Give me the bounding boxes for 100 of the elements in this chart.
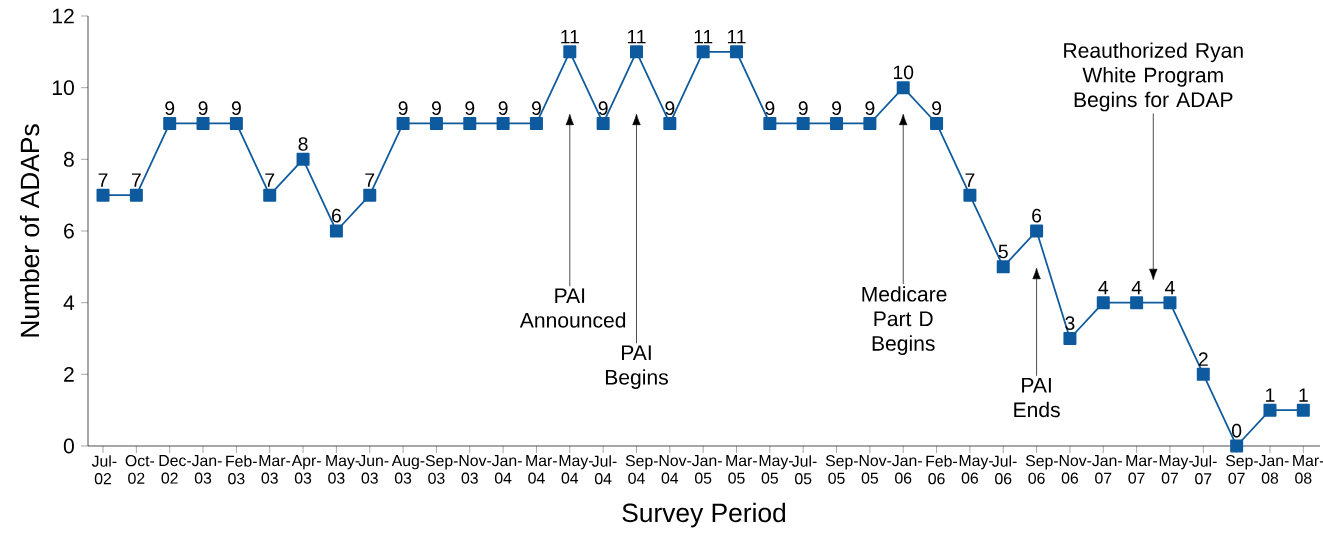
- y-tick-label: 4: [63, 295, 75, 310]
- data-label: 9: [598, 101, 608, 115]
- point: [663, 116, 677, 130]
- y-tick-label: 10: [52, 80, 74, 95]
- point: [863, 116, 877, 130]
- data-label: 8: [298, 137, 308, 151]
- x-tick-label: Nov-05: [859, 455, 892, 484]
- point: [763, 116, 777, 130]
- data-label: 7: [98, 173, 108, 187]
- y-tick-label: 6: [64, 223, 74, 239]
- x-tick-label: Sep-07: [1225, 455, 1258, 484]
- point: [1296, 403, 1310, 417]
- x-tick-label: Feb-03: [226, 455, 257, 485]
- data-label: 9: [465, 101, 475, 115]
- data-label: 11: [694, 29, 713, 44]
- x-tick-label: Mar-08: [1293, 455, 1323, 484]
- point: [596, 116, 610, 130]
- annotation: PAI Begins: [605, 345, 668, 389]
- point: [896, 81, 910, 95]
- data-label: 0: [1232, 423, 1242, 438]
- data-label: 5: [998, 244, 1008, 259]
- point: [363, 188, 377, 202]
- point: [1096, 296, 1110, 310]
- data-label: 11: [627, 29, 646, 44]
- point: [996, 260, 1010, 274]
- data-label: 9: [865, 101, 875, 115]
- x-tick-label: May-05: [759, 455, 793, 484]
- data-label: 9: [665, 101, 675, 115]
- point: [429, 116, 443, 130]
- x-tick-label: Jul-07: [1192, 455, 1217, 485]
- point: [1063, 331, 1077, 345]
- x-tick-label: Sep-06: [1025, 455, 1058, 484]
- data-label: 2: [1198, 352, 1208, 366]
- point: [1230, 439, 1244, 453]
- point: [1130, 296, 1144, 310]
- x-tick-label: Sep-03: [425, 455, 458, 484]
- annotation: PAI Ends: [1014, 377, 1060, 418]
- data-label: 9: [531, 101, 541, 115]
- point: [496, 116, 510, 130]
- data-label: 6: [332, 208, 341, 223]
- data-label: 11: [561, 29, 579, 44]
- point: [563, 45, 577, 59]
- data-label: 4: [1165, 280, 1175, 295]
- x-tick-label: Nov-06: [1059, 455, 1092, 484]
- x-tick-label: Jan-06: [892, 455, 922, 484]
- data-label: 9: [932, 101, 942, 115]
- x-tick-label: Oct-02: [125, 455, 155, 484]
- point: [1196, 367, 1210, 381]
- y-tick-label: 8: [63, 151, 74, 167]
- data-label: 9: [165, 101, 175, 115]
- data-label: 1: [1266, 388, 1275, 402]
- point: [730, 45, 744, 59]
- x-tick-label: Feb-06: [926, 455, 957, 485]
- point: [796, 116, 810, 130]
- data-label: 10: [893, 65, 914, 80]
- x-tick-label: Jan-03: [191, 455, 222, 484]
- x-tick-label: May-07: [1159, 455, 1193, 484]
- point: [196, 116, 210, 130]
- data-label: 9: [498, 101, 508, 115]
- point: [163, 116, 177, 130]
- data-label: 6: [1032, 208, 1042, 223]
- point: [529, 116, 543, 130]
- x-tick-label: Jan-04: [491, 455, 522, 484]
- x-tick-label: Mar-07: [1126, 455, 1157, 484]
- data-label: 9: [398, 101, 408, 115]
- point: [1263, 403, 1277, 417]
- point: [263, 188, 277, 202]
- annotation: PAI Announced: [519, 288, 626, 328]
- y-tick-label: 0: [63, 438, 74, 454]
- x-axis-title: Survey Period: [622, 502, 786, 528]
- x-tick-label: Jan-07: [1092, 455, 1122, 484]
- x-tick-label: Jan-08: [1258, 455, 1289, 484]
- data-label: 9: [798, 101, 808, 115]
- point: [229, 116, 243, 130]
- point: [396, 116, 410, 130]
- point: [696, 45, 710, 59]
- data-label: 7: [265, 173, 275, 187]
- point: [1163, 296, 1177, 310]
- data-label: 4: [1131, 280, 1142, 295]
- x-tick-label: Jul-06: [992, 455, 1017, 485]
- x-tick-label: Jul-02: [91, 455, 117, 485]
- point: [296, 152, 310, 166]
- x-tick-label: May-06: [959, 455, 993, 484]
- y-tick-label: 12: [52, 8, 74, 24]
- y-tick-label: 2: [64, 366, 74, 382]
- x-tick-label: Mar-05: [726, 455, 757, 484]
- x-tick-label: May-03: [326, 455, 360, 484]
- data-label: 9: [231, 101, 241, 115]
- x-tick-label: Mar-03: [259, 455, 291, 484]
- point: [96, 188, 110, 202]
- data-label: 9: [765, 101, 775, 115]
- x-tick-label: Sep-05: [825, 455, 858, 484]
- data-label: 1: [1299, 388, 1308, 402]
- x-tick-label: Sep-04: [625, 455, 658, 484]
- data-label: 9: [832, 101, 841, 115]
- point: [629, 45, 643, 59]
- x-tick-label: May-04: [559, 455, 593, 484]
- point: [1030, 224, 1044, 238]
- x-tick-label: Jan-05: [691, 455, 722, 484]
- data-label: 9: [431, 101, 441, 115]
